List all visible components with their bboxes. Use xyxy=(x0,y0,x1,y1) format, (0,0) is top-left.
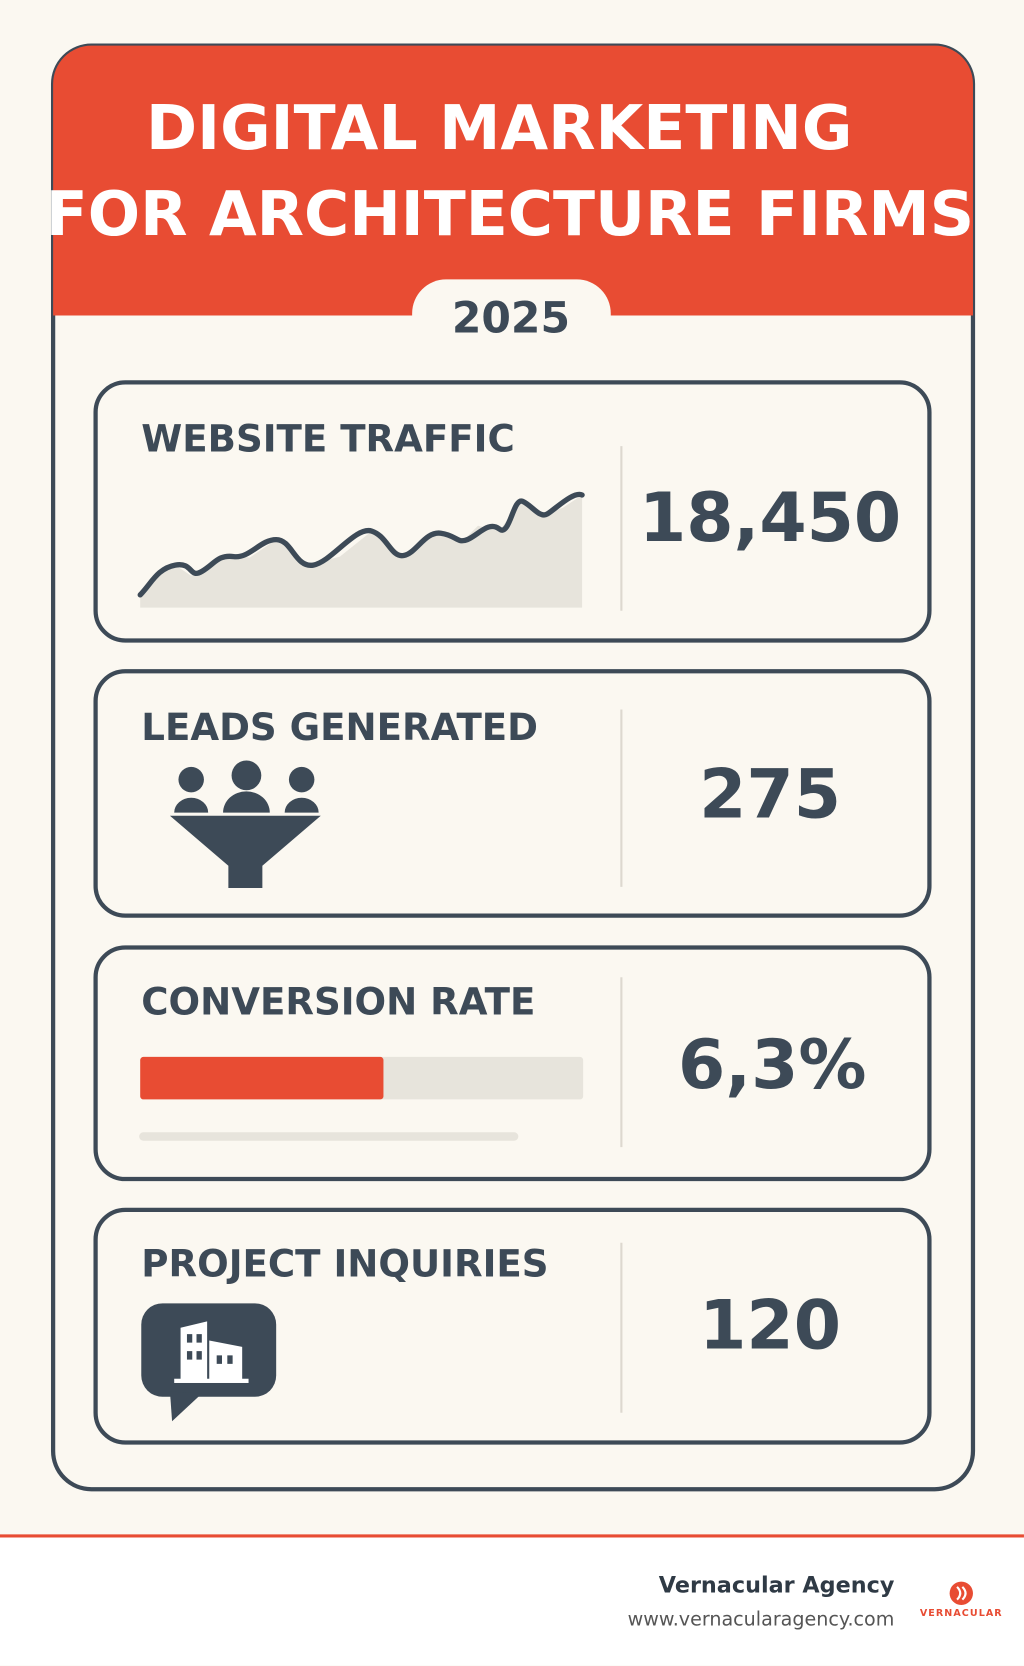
agency-url: www.vernacularagency.com xyxy=(628,1607,895,1630)
card-label: CONVERSION RATE xyxy=(141,979,535,1023)
sparkline xyxy=(137,491,585,598)
agency-name: Vernacular Agency xyxy=(659,1572,895,1598)
sparkline-area xyxy=(140,494,583,608)
header-band xyxy=(53,45,973,316)
card-value: 275 xyxy=(699,755,841,834)
card-value: 18,450 xyxy=(639,479,901,558)
leads-icon xyxy=(169,760,321,888)
year-tab xyxy=(412,279,611,318)
progress-line xyxy=(139,1132,519,1141)
logo-swirl xyxy=(956,1586,967,1601)
card-label: PROJECT INQUIRIES xyxy=(141,1242,548,1286)
progress-fill xyxy=(140,1056,384,1100)
card-label: WEBSITE TRAFFIC xyxy=(141,416,515,460)
title-line: DIGITAL MARKETING xyxy=(146,92,852,164)
logo-text: VERNACULAR xyxy=(920,1608,1003,1619)
card-value: 120 xyxy=(699,1286,841,1365)
inquiry-icon xyxy=(141,1303,277,1422)
footer xyxy=(0,1537,1024,1666)
card xyxy=(93,1207,932,1445)
year: 2025 xyxy=(452,294,570,343)
card-label: LEADS GENERATED xyxy=(141,705,538,749)
title-line: FOR ARCHITECTURE FIRMS xyxy=(46,178,974,250)
card xyxy=(93,669,932,918)
card-value: 6,3% xyxy=(678,1026,867,1105)
